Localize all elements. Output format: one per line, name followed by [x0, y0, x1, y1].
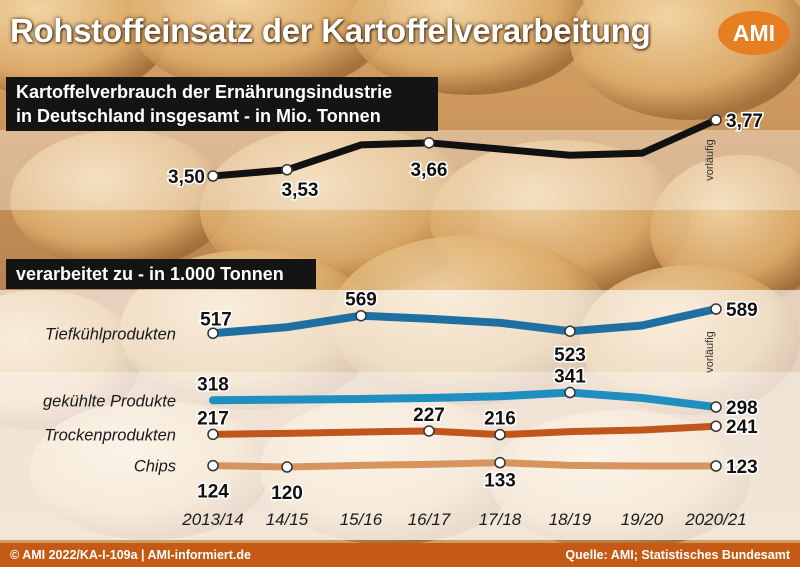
series-name-gekuehlt: gekühlte Produkte — [43, 392, 176, 410]
series-chips-data-label: 120 — [271, 483, 303, 504]
series-tiefkuehl-line — [209, 305, 720, 338]
total-consumption-point — [281, 164, 293, 176]
x-tick-label: 17/18 — [479, 510, 522, 529]
series-tiefkuehl-point — [207, 327, 219, 340]
series-tiefkuehl-point — [564, 325, 576, 337]
total-consumption-point — [423, 137, 435, 149]
total-consumption-data-label: 3,50 — [168, 167, 205, 188]
potato-shape — [0, 0, 170, 100]
series-trocken-point — [423, 425, 435, 437]
x-tick-label: 14/15 — [266, 510, 309, 529]
potato-shape — [350, 0, 590, 95]
series-trocken-data-label: 227 — [413, 405, 445, 426]
x-tick-label: 18/19 — [549, 510, 592, 529]
total-consumption-line — [209, 116, 720, 180]
total-heading-line2: in Deutschland insgesamt - in Mio. Tonne… — [16, 106, 381, 126]
series-gekuehlt-point — [564, 386, 576, 399]
series-trocken-point — [710, 420, 722, 432]
source-text: Quelle: AMI; Statistisches Bundesamt — [565, 548, 790, 562]
x-tick-label: 16/17 — [408, 510, 451, 529]
series-gekuehlt-data-label: 318 — [197, 374, 229, 395]
series-trocken-line — [209, 422, 720, 439]
processed-heading: verarbeitet zu - in 1.000 Tonnen — [6, 259, 316, 289]
series-chips-point — [207, 459, 219, 472]
series-tiefkuehl-point — [355, 309, 367, 322]
series-gekuehlt-line — [209, 388, 720, 412]
series-tiefkuehl-data-label: 517 — [200, 309, 232, 330]
series-chips-point — [281, 461, 293, 473]
copyright-text: © AMI 2022/KA-I-109a | AMI-informiert.de — [10, 548, 251, 562]
series-trocken-point — [207, 428, 219, 441]
series-chips-point — [710, 460, 722, 472]
series-chips-line — [209, 459, 720, 471]
series-tiefkuehl-data-label: 569 — [345, 290, 377, 311]
x-tick-label: 19/20 — [621, 510, 664, 529]
series-trocken-data-label: 241 — [726, 417, 758, 438]
total-consumption-data-label: 3,66 — [411, 160, 448, 181]
series-gekuehlt-data-label: 298 — [726, 398, 758, 419]
series-chips-data-label: 123 — [726, 457, 758, 478]
series-trocken-data-label: 217 — [197, 408, 229, 429]
series-name-trocken: Trockenprodukten — [44, 426, 176, 444]
bottom-panel-wash — [0, 290, 800, 540]
preliminary-note: vorläufig — [704, 331, 716, 373]
total-consumption-point — [207, 170, 219, 182]
total-consumption-data-label: 3,77 — [726, 111, 763, 132]
series-gekuehlt-point — [710, 401, 722, 413]
ami-logo: AMI — [718, 11, 790, 55]
total-consumption-heading: Kartoffelverbrauch der Ernährungsindustr… — [6, 77, 438, 131]
series-gekuehlt-data-label: 341 — [554, 367, 586, 388]
page-title: Rohstoffeinsatz der Kartoffelverarbeitun… — [10, 12, 651, 49]
potato-shape — [10, 130, 230, 270]
series-name-chips: Chips — [134, 458, 176, 476]
series-tiefkuehl-data-label: 589 — [726, 300, 758, 321]
preliminary-note: vorläufig — [704, 139, 716, 181]
total-consumption-data-label: 3,53 — [282, 180, 319, 201]
series-trocken-data-label: 216 — [484, 409, 516, 430]
x-tick-label: 2013/14 — [181, 510, 243, 529]
series-tiefkuehl-data-label: 523 — [554, 345, 586, 366]
series-tiefkuehl-point — [710, 303, 722, 315]
series-chips-data-label: 133 — [484, 471, 516, 492]
potato-shape — [130, 0, 390, 95]
x-tick-label: 2020/21 — [684, 510, 746, 529]
total-consumption-point — [710, 114, 722, 126]
footer-bar: © AMI 2022/KA-I-109a | AMI-informiert.de… — [0, 543, 800, 567]
series-trocken-point — [494, 428, 506, 441]
series-chips-point — [494, 456, 506, 469]
x-tick-label: 15/16 — [340, 510, 383, 529]
total-heading-line1: Kartoffelverbrauch der Ernährungsindustr… — [16, 82, 393, 102]
series-chips-data-label: 124 — [197, 482, 229, 503]
series-name-tiefkuehl: Tiefkühlprodukten — [45, 325, 176, 343]
